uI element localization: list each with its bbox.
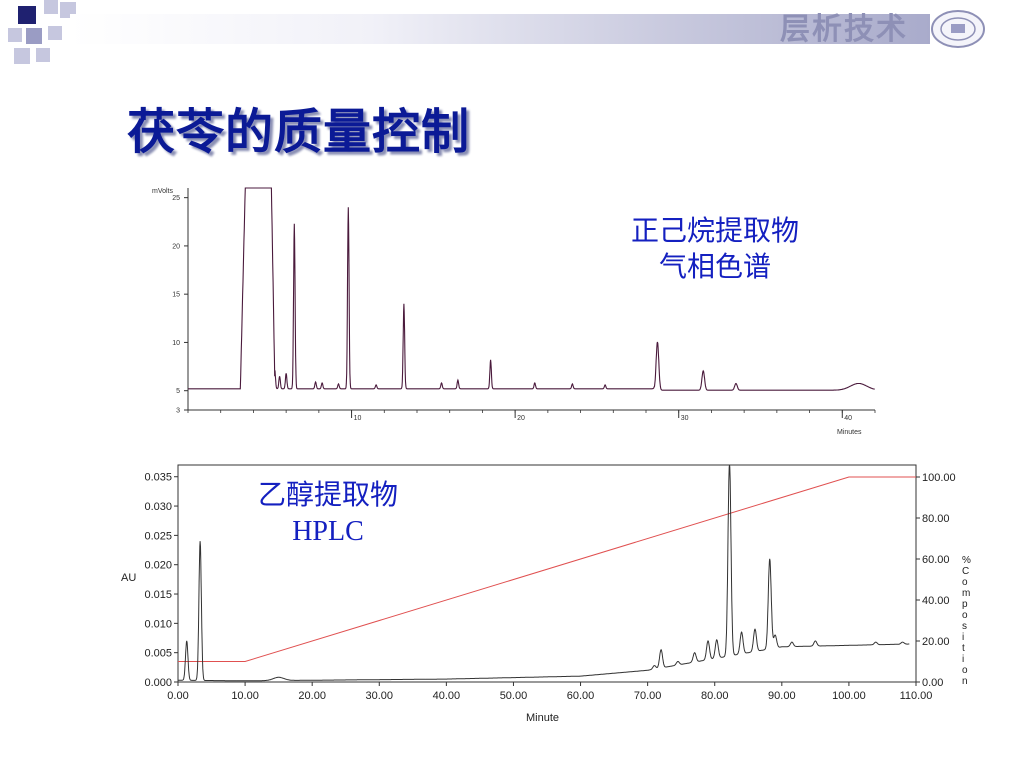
- gc-caption-line-2: 气相色谱: [658, 252, 771, 283]
- gc-y-tick-label: 20: [172, 243, 180, 250]
- gc-chromatogram: mVolts Minutes 25 20 15 10 5 3 10 20 30 40: [152, 187, 876, 436]
- title-bar: [70, 14, 930, 44]
- hplc-y-tick-label: 0.030: [144, 501, 172, 513]
- brand-text: 层析技术: [780, 12, 908, 47]
- hplc-caption-line-1: 乙醇提取物: [257, 480, 398, 511]
- hplc-x-tick-label: 110.00: [900, 690, 933, 702]
- gc-x-tick-label: 30: [681, 415, 689, 422]
- hplc-caption: 乙醇提取物 HPLC: [238, 478, 418, 550]
- hplc-y2-label-char: o: [962, 610, 968, 621]
- hplc-y-tick-label: 0.020: [144, 560, 172, 572]
- hplc-y2-label-char: C: [962, 566, 969, 577]
- hplc-plot-frame: [177, 464, 917, 683]
- hplc-y-axis-label: AU: [121, 572, 136, 584]
- hplc-y2-label-char: o: [962, 577, 968, 588]
- hplc-x-tick-label: 20.00: [298, 690, 326, 702]
- gc-axes: [187, 188, 875, 411]
- hplc-y2-tick-label: 100.00: [922, 472, 956, 484]
- hplc-y2-label-char: i: [962, 654, 964, 665]
- hplc-x-axis-label: Minute: [526, 712, 559, 724]
- hplc-y-tick-label: 0.025: [144, 530, 172, 542]
- gc-caption-line-1: 正己烷提取物: [630, 216, 799, 247]
- gc-x-tick-label: 40: [844, 415, 852, 422]
- gc-x-tick-label: 20: [517, 415, 525, 422]
- hplc-y2-tick-label: 20.00: [922, 636, 950, 648]
- hplc-y2-tick-label: 0.00: [922, 677, 943, 689]
- hplc-y-tick-label: 0.015: [144, 589, 172, 601]
- hplc-y2-label-char: i: [962, 632, 964, 643]
- slide-title: 茯苓的质量控制: [127, 104, 471, 160]
- hplc-ticks: 0.000 0.005 0.010 0.015 0.020 0.025 0.030 0.035…: [144, 472, 955, 702]
- hplc-x-tick-label: 30.00: [366, 690, 394, 702]
- gc-y-tick-label: 15: [172, 292, 180, 299]
- hplc-x-tick-label: 60.00: [567, 690, 595, 702]
- hplc-y2-label-char: o: [962, 665, 968, 676]
- hplc-x-tick-label: 90.00: [768, 690, 796, 702]
- hplc-y2-tick-label: 40.00: [922, 595, 950, 607]
- hplc-axes: [177, 464, 917, 683]
- hplc-x-tick-label: 100.00: [832, 690, 866, 702]
- university-seal-icon: [931, 10, 985, 48]
- hplc-gradient-line: [178, 476, 916, 662]
- gc-y-axis-label: mVolts: [152, 188, 174, 195]
- hplc-x-tick-label: 50.00: [500, 690, 528, 702]
- gc-x-axis-label: Minutes: [837, 429, 862, 436]
- hplc-y2-label-char: %: [962, 555, 971, 566]
- hplc-y2-label-char: p: [962, 599, 968, 610]
- hplc-chromatogram: 0.000 0.005 0.010 0.015 0.020 0.025 0.030 0.035…: [121, 464, 971, 724]
- hplc-y2-label-char: m: [962, 588, 970, 599]
- hplc-x-tick-label: 70.00: [634, 690, 662, 702]
- hplc-y2-tick-label: 80.00: [922, 513, 950, 525]
- hplc-x-tick-label: 80.00: [701, 690, 729, 702]
- hplc-y2-label-char: t: [962, 643, 965, 654]
- hplc-x-tick-label: 10.00: [231, 690, 259, 702]
- gc-y-tick-label: 25: [172, 195, 180, 202]
- hplc-absorbance-line: [178, 464, 910, 682]
- corner-decoration: [8, 0, 76, 64]
- gc-x-tick-label: 10: [354, 415, 362, 422]
- hplc-y-tick-label: 0.005: [144, 648, 172, 660]
- hplc-y2-label-char: s: [962, 621, 967, 632]
- gc-y-tick-label: 3: [176, 408, 180, 415]
- hplc-y-tick-label: 0.000: [144, 677, 172, 689]
- gc-trace-line: [188, 187, 875, 391]
- hplc-caption-line-2: HPLC: [292, 516, 364, 547]
- gc-caption: 正己烷提取物 气相色谱: [605, 214, 825, 286]
- hplc-y-tick-label: 0.035: [144, 472, 172, 484]
- gc-ticks: 25 20 15 10 5 3 10 20 30 40: [172, 195, 876, 422]
- hplc-x-tick-label: 0.00: [167, 690, 188, 702]
- gc-y-tick-label: 5: [176, 388, 180, 395]
- hplc-x-tick-label: 40.00: [433, 690, 461, 702]
- hplc-y2-label-char: n: [962, 676, 968, 687]
- gc-y-tick-label: 10: [172, 340, 180, 347]
- hplc-y2-tick-label: 60.00: [922, 554, 950, 566]
- hplc-y-tick-label: 0.010: [144, 618, 172, 630]
